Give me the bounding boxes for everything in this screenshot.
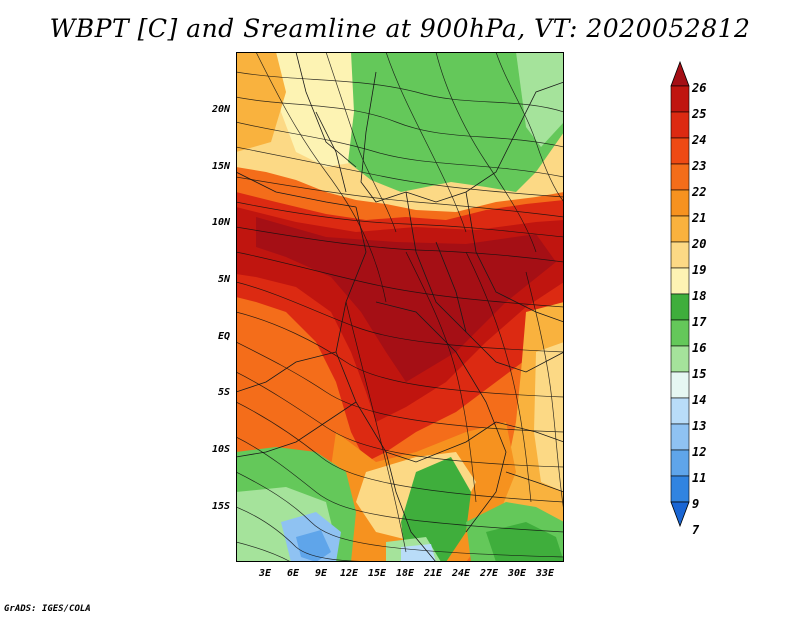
colorbar-label-25: 25 — [692, 107, 707, 121]
lon-label-15e: 15E — [367, 568, 387, 579]
colorbar-segment — [670, 293, 690, 321]
grads-credit: GrADS: IGES/COLA — [4, 604, 91, 614]
colorbar-segment — [670, 85, 690, 113]
lon-label-9e: 9E — [314, 568, 328, 579]
colorbar-label-18: 18 — [692, 289, 707, 303]
colorbar-label-7: 7 — [692, 523, 700, 537]
colorbar-label-9: 9 — [692, 497, 700, 511]
colorbar-segment — [670, 397, 690, 425]
lon-label-30e: 30E — [507, 568, 527, 579]
lat-label-5s: 5S — [217, 387, 230, 398]
southwest-cold-core — [296, 530, 331, 562]
colorbar-label-11: 11 — [692, 471, 707, 485]
colorbar-label-26: 26 — [692, 81, 707, 95]
lon-label-12e: 12E — [339, 568, 359, 579]
lon-label-18e: 18E — [395, 568, 415, 579]
colorbar-segment — [670, 371, 690, 399]
southeast-dark-green-region — [486, 522, 564, 562]
colorbar-segment — [670, 319, 690, 347]
colorbar-label-15: 15 — [692, 367, 707, 381]
chart-title: WBPT [C] and Sreamline at 900hPa, VT: 20… — [49, 14, 751, 43]
map-border — [236, 52, 564, 562]
colorbar-label-21: 21 — [692, 211, 707, 225]
east-highland-pale — [534, 342, 564, 492]
streamlines — [236, 52, 564, 562]
colorbar-label-14: 14 — [692, 393, 707, 407]
south-cold-patch — [401, 544, 436, 562]
colorbar-label-23: 23 — [692, 159, 707, 173]
lat-label-15s: 15S — [211, 501, 230, 512]
colorbar-segment — [670, 475, 690, 503]
colorbar-arrow-top — [670, 60, 690, 87]
north-light-green-region — [516, 52, 564, 147]
colorbar-segment — [670, 111, 690, 139]
colorbar-label-19: 19 — [692, 263, 707, 277]
colorbar-segment — [670, 215, 690, 243]
colorbar-label-16: 16 — [692, 341, 707, 355]
lat-label-5n: 5N — [217, 274, 230, 285]
weather-map — [236, 52, 564, 562]
colorbar-segment — [670, 189, 690, 217]
colorbar-segment — [670, 163, 690, 191]
lon-label-21e: 21E — [423, 568, 443, 579]
country-borders — [236, 52, 564, 562]
northwest-orange-region — [236, 52, 286, 152]
colorbar-label-20: 20 — [692, 237, 707, 251]
lat-label-15n: 15N — [211, 161, 230, 172]
colorbar-segment — [670, 241, 690, 269]
colorbar-segment — [670, 423, 690, 451]
lat-label-10s: 10S — [211, 444, 230, 455]
lat-label-eq: EQ — [217, 331, 230, 342]
lat-label-10n: 10N — [211, 217, 230, 228]
lon-label-33e: 33E — [535, 568, 555, 579]
lat-label-20n: 20N — [211, 104, 230, 115]
colorbar-label-12: 12 — [692, 445, 707, 459]
lon-label-27e: 27E — [479, 568, 499, 579]
colorbar-label-17: 17 — [692, 315, 707, 329]
colorbar-label-24: 24 — [692, 133, 707, 147]
south-green-region — [401, 457, 471, 562]
colorbar-segment — [670, 449, 690, 477]
lon-label-3e: 3E — [258, 568, 272, 579]
colorbar-label-22: 22 — [692, 185, 707, 199]
tropical-deep-core — [256, 217, 556, 382]
colorbar-arrow-bottom — [670, 501, 690, 528]
lon-label-24e: 24E — [451, 568, 471, 579]
colorbar-segment — [670, 345, 690, 373]
lon-label-6e: 6E — [286, 568, 300, 579]
colorbar-segment — [670, 137, 690, 165]
colorbar-label-13: 13 — [692, 419, 707, 433]
colorbar-segment — [670, 267, 690, 295]
north-green-region — [348, 52, 564, 192]
colorbar — [670, 60, 690, 528]
